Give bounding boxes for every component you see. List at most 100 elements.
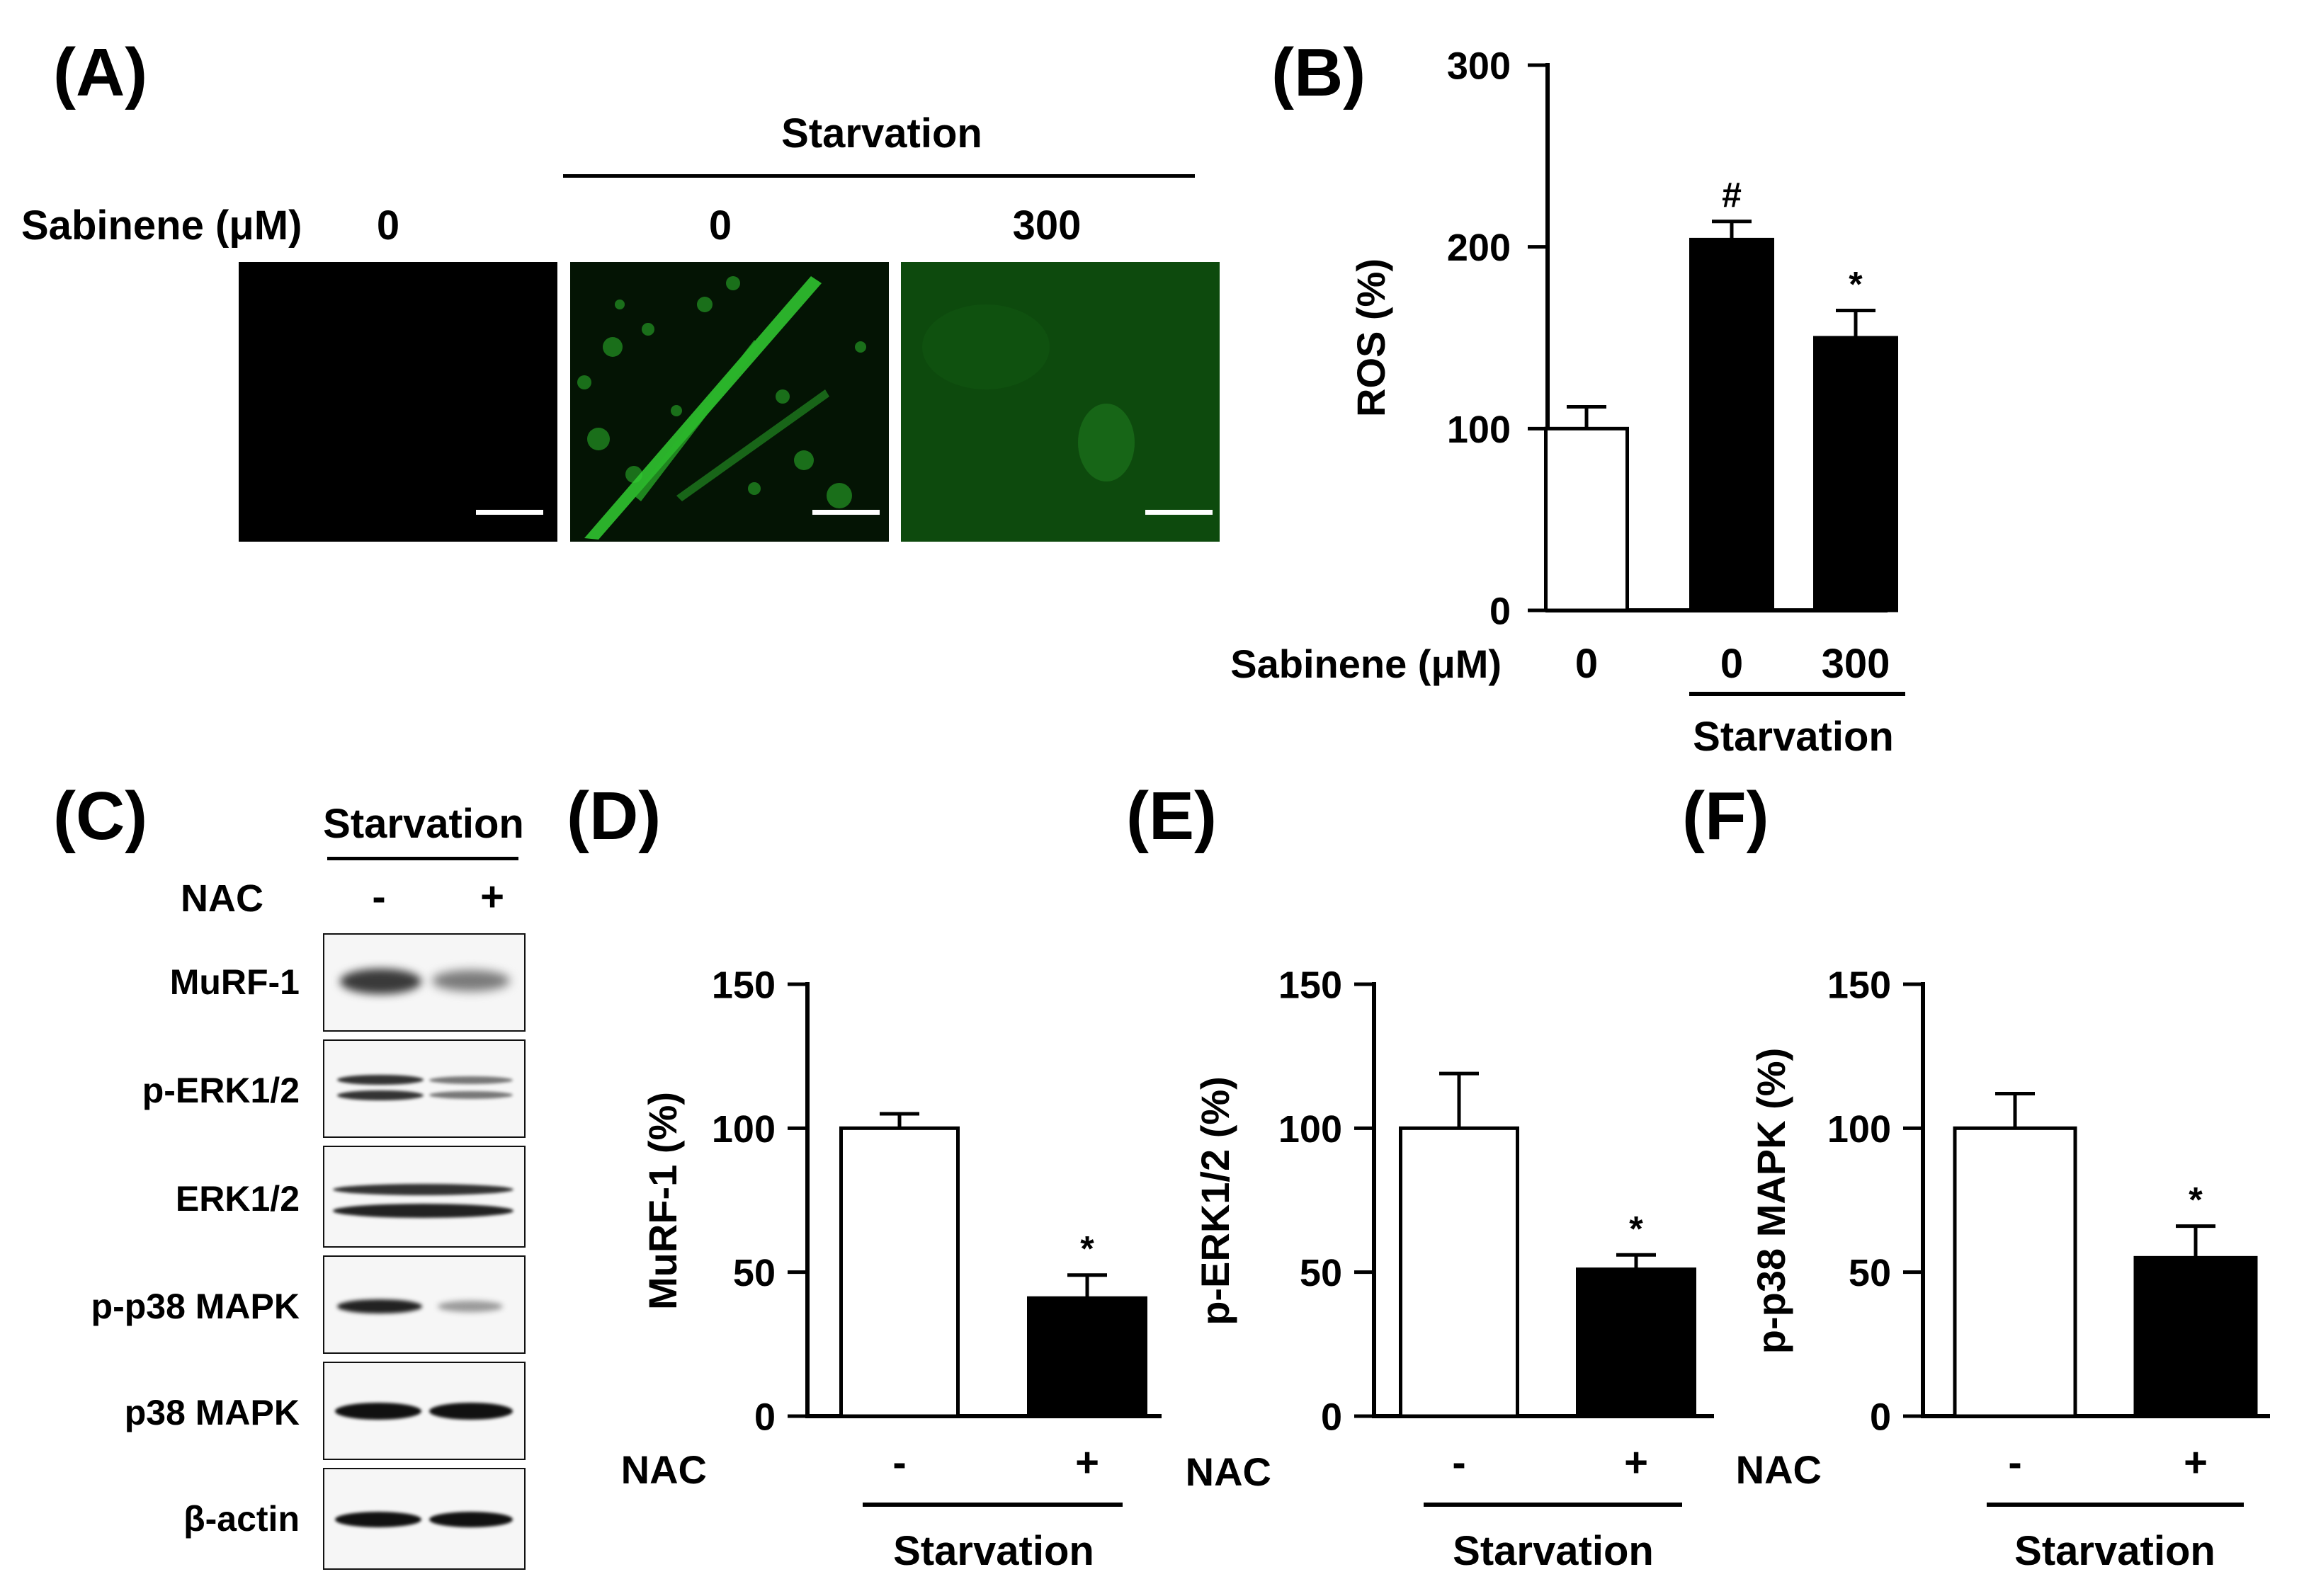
y-tick-label: 100 [1827, 1108, 1891, 1151]
category-axis-label: NAC [621, 1447, 707, 1492]
blot-label-erk: ERK1/2 [175, 1179, 300, 1219]
group-label: Starvation [2014, 1528, 2215, 1574]
panel-c-lane-minus: - [372, 874, 386, 920]
y-tick-label: 150 [712, 964, 776, 1006]
chart-e: 0 50 100 150 p-ERK1/2 (%) - * + NAC Starvation [1186, 964, 1714, 1574]
y-tick-label: 50 [733, 1252, 776, 1294]
blot-perk [323, 1039, 526, 1138]
bar [1953, 1126, 2077, 1418]
significance-marker: # [1722, 176, 1742, 215]
y-tick-label: 50 [1300, 1252, 1342, 1294]
y-tick-label: 0 [754, 1396, 776, 1438]
panel-a-condition-3: 300 [1012, 203, 1082, 249]
y-tick-label: 100 [1278, 1108, 1342, 1151]
panel-label-d: (D) [567, 778, 662, 854]
blot-pp38 [323, 1255, 526, 1354]
category-label: - [1452, 1440, 1465, 1486]
y-tick-label: 200 [1447, 227, 1511, 269]
blot-label-pp38: p-p38 MAPK [91, 1287, 300, 1326]
micrograph-sabinene-signal [922, 304, 1135, 481]
category-label: - [892, 1440, 906, 1486]
blot-p38 [323, 1362, 526, 1460]
panel-c-lane-plus: + [480, 874, 504, 920]
y-tick-label: 0 [1321, 1396, 1342, 1438]
panel-label-f: (F) [1682, 778, 1769, 854]
group-label: Starvation [1693, 714, 1894, 760]
band [335, 1512, 421, 1527]
micrograph-sabinene-300 [901, 262, 1220, 542]
y-tick-label: 300 [1447, 45, 1511, 87]
band [429, 1091, 513, 1099]
bar [1689, 237, 1774, 612]
panel-c-treatment-label: NAC [181, 877, 263, 920]
band [337, 1090, 424, 1100]
band [340, 969, 421, 994]
bar [1027, 1296, 1147, 1418]
band [335, 1403, 421, 1420]
scale-bar [476, 510, 543, 515]
panel-a-row-label: Sabinene (μM) [21, 203, 302, 249]
panel-a-group-label: Starvation [781, 110, 982, 156]
band [432, 970, 510, 991]
band [429, 1076, 513, 1084]
bar [1576, 1267, 1696, 1418]
blot-erk [323, 1146, 526, 1248]
blot-label-perk: p-ERK1/2 [142, 1071, 300, 1110]
band [337, 1075, 424, 1085]
micrograph-control [239, 262, 557, 542]
y-tick-label: 100 [1447, 409, 1511, 451]
blot-murf1 [323, 933, 526, 1032]
y-tick-label: 50 [1849, 1252, 1891, 1294]
scale-bar [812, 510, 880, 515]
bar [2133, 1255, 2258, 1418]
band [333, 1184, 513, 1195]
band [429, 1512, 513, 1527]
bar [1399, 1126, 1519, 1418]
blot-label-actin: β-actin [183, 1499, 300, 1539]
panel-a-group-line [563, 174, 1195, 178]
category-label: + [2184, 1440, 2208, 1486]
panel-label-e: (E) [1126, 778, 1217, 854]
band [337, 1299, 422, 1313]
blot-label-murf1: MuRF-1 [169, 962, 300, 1002]
y-tick-label: 0 [1870, 1396, 1891, 1438]
band [429, 1403, 513, 1420]
significance-marker: * [1849, 265, 1863, 304]
bar [839, 1126, 960, 1418]
y-tick-label: 150 [1827, 964, 1891, 1006]
category-label: + [1624, 1440, 1648, 1486]
group-label: Starvation [893, 1528, 1094, 1574]
y-axis-label: p-p38 MAPK (%) [1749, 1048, 1793, 1354]
panel-a-condition-1: 0 [376, 203, 400, 249]
significance-marker: * [1629, 1209, 1643, 1248]
blot-actin [323, 1468, 526, 1570]
scale-bar [1145, 510, 1213, 515]
panel-label-b: (B) [1271, 35, 1366, 110]
band [438, 1301, 503, 1312]
category-label: 0 [1575, 641, 1598, 687]
panel-label-c: (C) [53, 778, 148, 854]
y-axis-label: ROS (%) [1349, 258, 1393, 417]
chart-f: 0 50 100 150 p-p38 MAPK (%) - * + NAC Starvation [1736, 964, 2270, 1574]
micrograph-starvation-signal [577, 276, 866, 540]
chart-d: 0 50 100 150 MuRF-1 (%) - * + NAC Starvation [621, 964, 1162, 1574]
y-axis-label: p-ERK1/2 (%) [1193, 1076, 1237, 1326]
group-label: Starvation [1453, 1528, 1654, 1574]
chart-b: 0 100 200 300 ROS (%) 0 #0 * 300 Sabinene (μM) Sta… [1230, 45, 1905, 760]
significance-marker: * [2189, 1180, 2203, 1220]
category-label: 300 [1822, 641, 1890, 687]
bar [1544, 426, 1629, 612]
y-tick-label: 100 [712, 1108, 776, 1151]
category-label: + [1075, 1440, 1099, 1486]
significance-marker: * [1080, 1229, 1094, 1269]
panel-a-condition-2: 0 [708, 203, 732, 249]
panel-c-group-line [327, 857, 518, 860]
band [333, 1204, 513, 1218]
y-tick-label: 150 [1278, 964, 1342, 1006]
micrograph-starvation [570, 262, 889, 542]
y-tick-label: 0 [1489, 590, 1511, 632]
panel-c-group-label: Starvation [323, 801, 524, 847]
blot-label-p38: p38 MAPK [124, 1393, 300, 1432]
category-axis-label: NAC [1186, 1449, 1271, 1494]
panel-label-a: (A) [53, 35, 148, 110]
